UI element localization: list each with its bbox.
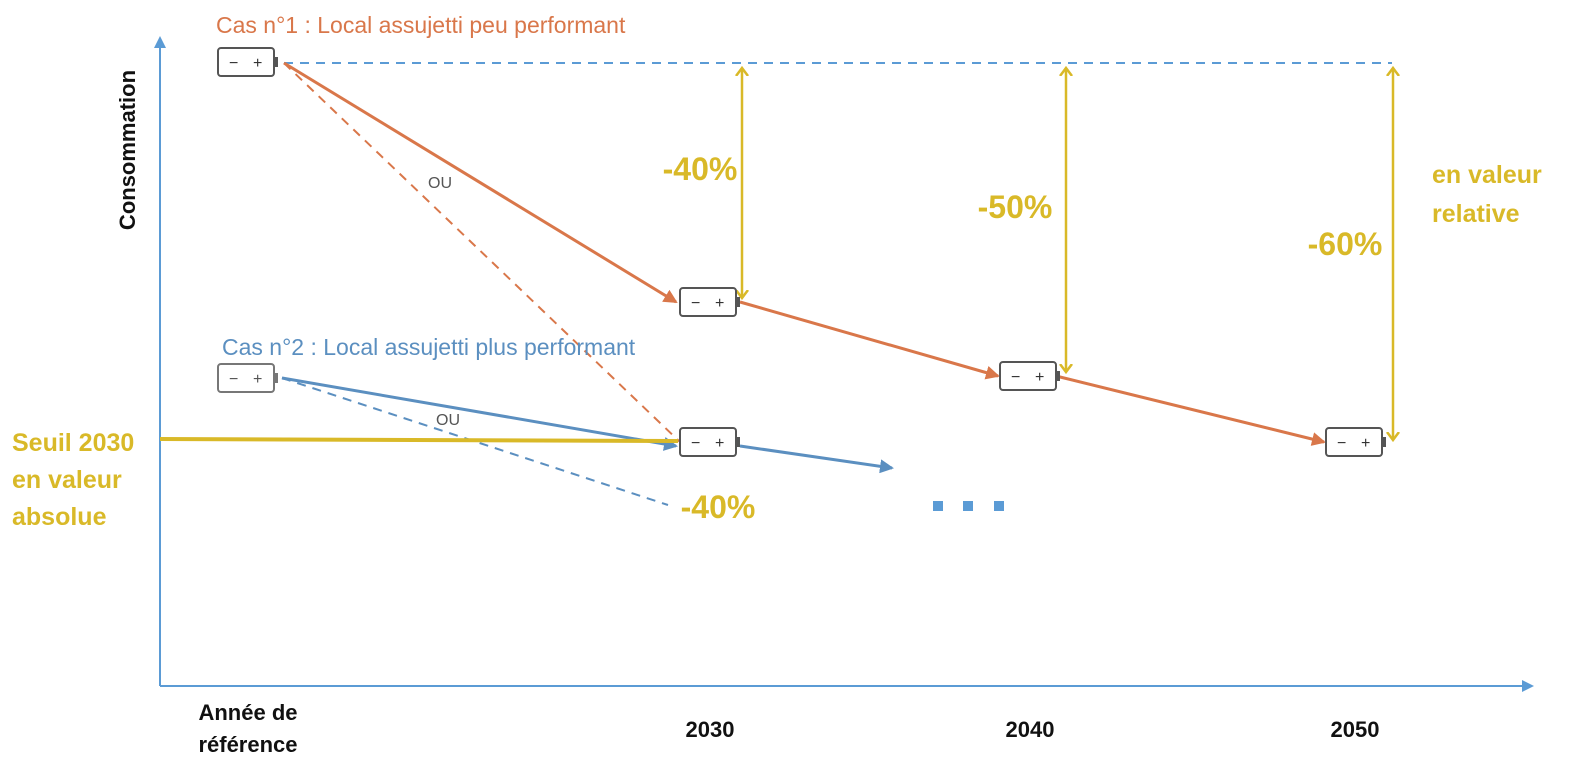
case1-arrow-2040-to-2050	[1055, 374, 1326, 446]
ellipsis-dot-2	[963, 501, 973, 511]
case2-title: Cas n°2 : Local assujetti plus performan…	[222, 334, 636, 360]
relative-value-label-line1: en valeur	[1432, 161, 1542, 189]
reduction-label-2040: -50%	[978, 189, 1053, 225]
ellipsis-dot-1	[933, 501, 943, 511]
battery-icon-case1-reference: − +	[217, 47, 278, 77]
case1-arrow-ref-to-2030	[283, 61, 678, 304]
threshold-label-line1: Seuil 2030	[12, 429, 134, 457]
battery-icon-case2-reference: − +	[217, 363, 278, 393]
threshold-label-line3: absolue	[12, 503, 107, 531]
case2-or-label: OU	[436, 412, 460, 429]
case1-alternative-dashed-line	[283, 62, 681, 443]
battery-icon-case2-2030: − +	[679, 427, 740, 457]
case1-title: Cas n°1 : Local assujetti peu performant	[216, 12, 626, 38]
reduction-label-2050: -60%	[1308, 226, 1383, 262]
svg-text:−: −	[691, 435, 700, 452]
svg-text:−: −	[229, 371, 238, 388]
y-axis-label: Consommation	[115, 70, 140, 230]
x-tick-reference-line1: Année de	[198, 700, 297, 725]
case1-arrow-2030-to-2040	[739, 300, 1000, 380]
case2-arrow-2030-onward	[739, 444, 894, 474]
svg-text:−: −	[1337, 435, 1346, 452]
ellipsis-dot-3	[994, 501, 1004, 511]
svg-text:+: +	[253, 371, 262, 388]
relative-value-label-line2: relative	[1432, 200, 1520, 228]
battery-icon-case1-2050: − +	[1325, 427, 1386, 457]
svg-text:+: +	[1361, 435, 1370, 452]
svg-text:−: −	[229, 55, 238, 72]
svg-text:−: −	[1011, 369, 1020, 386]
svg-text:−: −	[691, 295, 700, 312]
threshold-2030-line	[159, 437, 679, 443]
case1-or-label: OU	[428, 175, 452, 192]
svg-text:+: +	[715, 435, 724, 452]
threshold-label-line2: en valeur	[12, 466, 122, 494]
svg-text:+: +	[715, 295, 724, 312]
svg-text:+: +	[1035, 369, 1044, 386]
battery-icon-case1-2040: − +	[999, 361, 1060, 391]
svg-text:+: +	[253, 55, 262, 72]
case2-reduction-label-2030: -40%	[681, 489, 756, 525]
x-tick-2040: 2040	[1006, 717, 1055, 742]
reduction-label-2030: -40%	[663, 151, 738, 187]
x-tick-2030: 2030	[686, 717, 735, 742]
case2-arrow-ref-to-2030	[281, 376, 678, 451]
x-tick-2050: 2050	[1331, 717, 1380, 742]
battery-icon-case1-2030: − +	[679, 287, 740, 317]
case2-alternative-dashed-line	[281, 377, 669, 506]
x-tick-reference-line2: référence	[198, 732, 297, 757]
